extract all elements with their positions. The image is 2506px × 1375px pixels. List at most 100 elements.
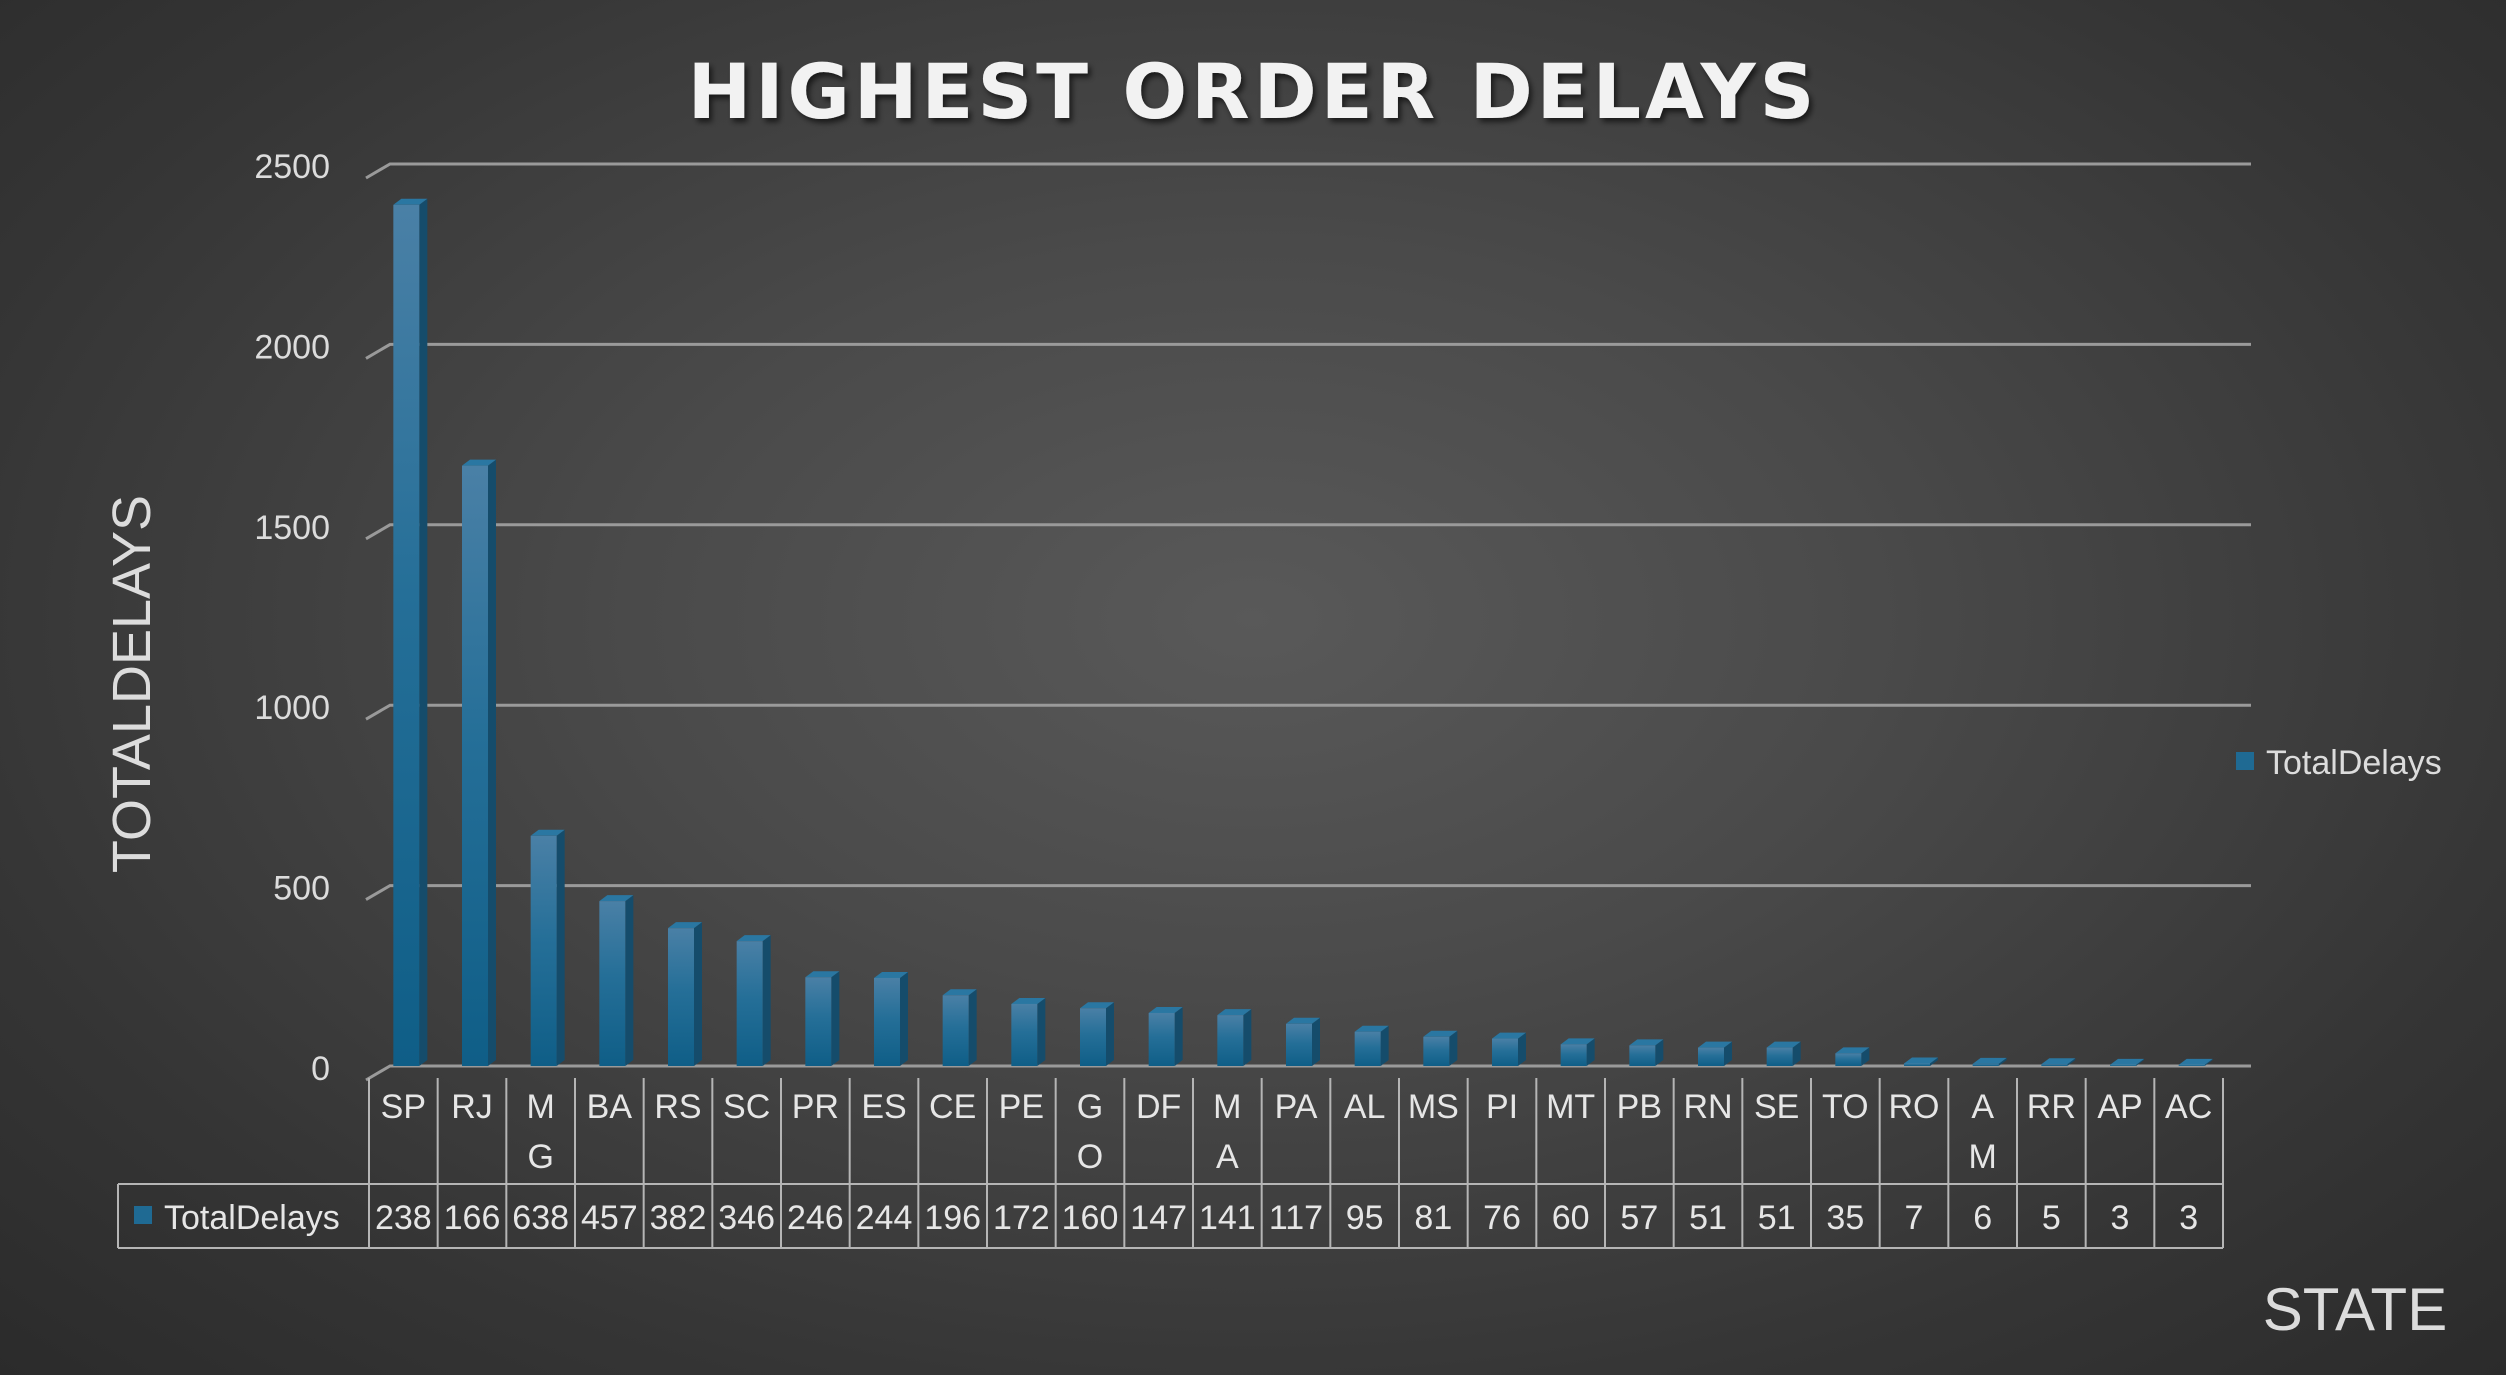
legend: TotalDelays [2236,744,2442,782]
data-label: 238 [375,1199,432,1237]
x-tick-label: SE [1754,1088,1799,1126]
bar [736,935,771,1066]
bar [1766,1041,1801,1066]
bar [1629,1039,1664,1066]
bar-side [762,935,771,1066]
bar [942,989,977,1066]
x-tick-label: AC [2165,1088,2212,1126]
bar [2041,1058,2076,1066]
x-tick-label: RR [2027,1088,2076,1126]
data-label: 166 [444,1199,501,1237]
y-axis-title: TOTALDELAYS [102,495,162,873]
bar [1560,1038,1595,1066]
x-tick-label: PR [792,1088,839,1126]
bar-top [462,459,496,466]
bar-side [694,922,702,1066]
bar [2178,1058,2213,1066]
bar-side [2136,1058,2144,1066]
data-label: 160 [1062,1199,1119,1237]
x-tick-label: CE [929,1088,976,1126]
x-tick-label: MS [1408,1088,1459,1126]
x-tick-label: RJ [451,1088,493,1126]
bar [1972,1057,2007,1066]
x-tick-label: PE [999,1088,1044,1126]
x-tick-label: PB [1617,1088,1662,1126]
bar-top [530,829,565,836]
bar-front [1904,1063,1930,1066]
bar-side [1174,1006,1183,1066]
bar-front [1286,1023,1312,1066]
bar-top [1080,1002,1114,1009]
legend-swatch [2236,752,2254,770]
bar [805,971,840,1066]
bar-side [900,971,908,1066]
data-label: 147 [1130,1199,1187,1237]
data-label: 382 [650,1199,707,1237]
data-label: 95 [1346,1199,1384,1237]
bar-side [1586,1038,1595,1066]
bar-front [1698,1047,1724,1066]
bar-side [831,971,840,1066]
gridline [365,884,2251,901]
bar-side [968,989,977,1066]
x-tick-label: TO [1822,1088,1869,1126]
data-label: 196 [924,1199,981,1237]
bar-side [1861,1047,1870,1066]
x-tick-label: MT [1546,1088,1595,1126]
bar-top [1560,1038,1595,1045]
bar-front [1148,1012,1175,1066]
bar-side [1380,1025,1389,1066]
data-label: 3 [2179,1199,2198,1237]
data-label: 457 [581,1199,638,1237]
data-label: 76 [1483,1199,1521,1237]
bar-front [530,835,557,1066]
bar-top [1423,1030,1458,1037]
bar-top [1011,997,1046,1004]
bar [1080,1002,1114,1066]
data-label: 57 [1620,1199,1658,1237]
bar-side [1243,1009,1252,1066]
bar-front [1835,1053,1862,1066]
bar-top [1492,1032,1526,1039]
bar [874,971,908,1066]
gridline [365,1064,2251,1082]
bar-side [1930,1057,1938,1066]
y-axis-ticks: 0 500 1000 1500 2000 2500 [254,148,330,1088]
x-axis-title: STATE [2263,1276,2447,1343]
bar-top [668,922,702,929]
bar-side [1724,1041,1732,1066]
data-label: 172 [993,1199,1050,1237]
bar [1904,1057,1938,1066]
y-tick-label: 0 [311,1050,330,1088]
bar [1698,1041,1732,1066]
data-label: 35 [1826,1199,1864,1237]
bar [1148,1006,1183,1066]
x-tick-label: A [1971,1088,1994,1126]
bar-side [1449,1030,1458,1066]
bar-top [2178,1058,2213,1065]
bar-top [1766,1041,1801,1048]
bar-top [393,198,428,205]
x-tick-label: SP [381,1088,426,1126]
bar-side [1037,997,1046,1066]
y-tick-label: 1500 [254,509,330,547]
bar-front [942,995,969,1066]
bar-front [2041,1064,2068,1066]
bar-side [1518,1032,1526,1066]
x-tick-label: RO [1889,1088,1940,1126]
bar-top [2041,1058,2076,1065]
x-tick-label: RN [1683,1088,1732,1126]
x-tick-label: M [527,1088,555,1126]
bar-side [1106,1002,1114,1066]
x-tick-label: M [1969,1138,1997,1176]
data-label: 346 [718,1199,775,1237]
bar-top [1698,1041,1732,1048]
data-label: 81 [1414,1199,1452,1237]
x-tick-label: RS [654,1088,701,1126]
bar-front [2178,1064,2205,1066]
x-tick-label: O [1077,1138,1103,1176]
bar-front [393,204,420,1067]
gridline [365,162,2251,180]
